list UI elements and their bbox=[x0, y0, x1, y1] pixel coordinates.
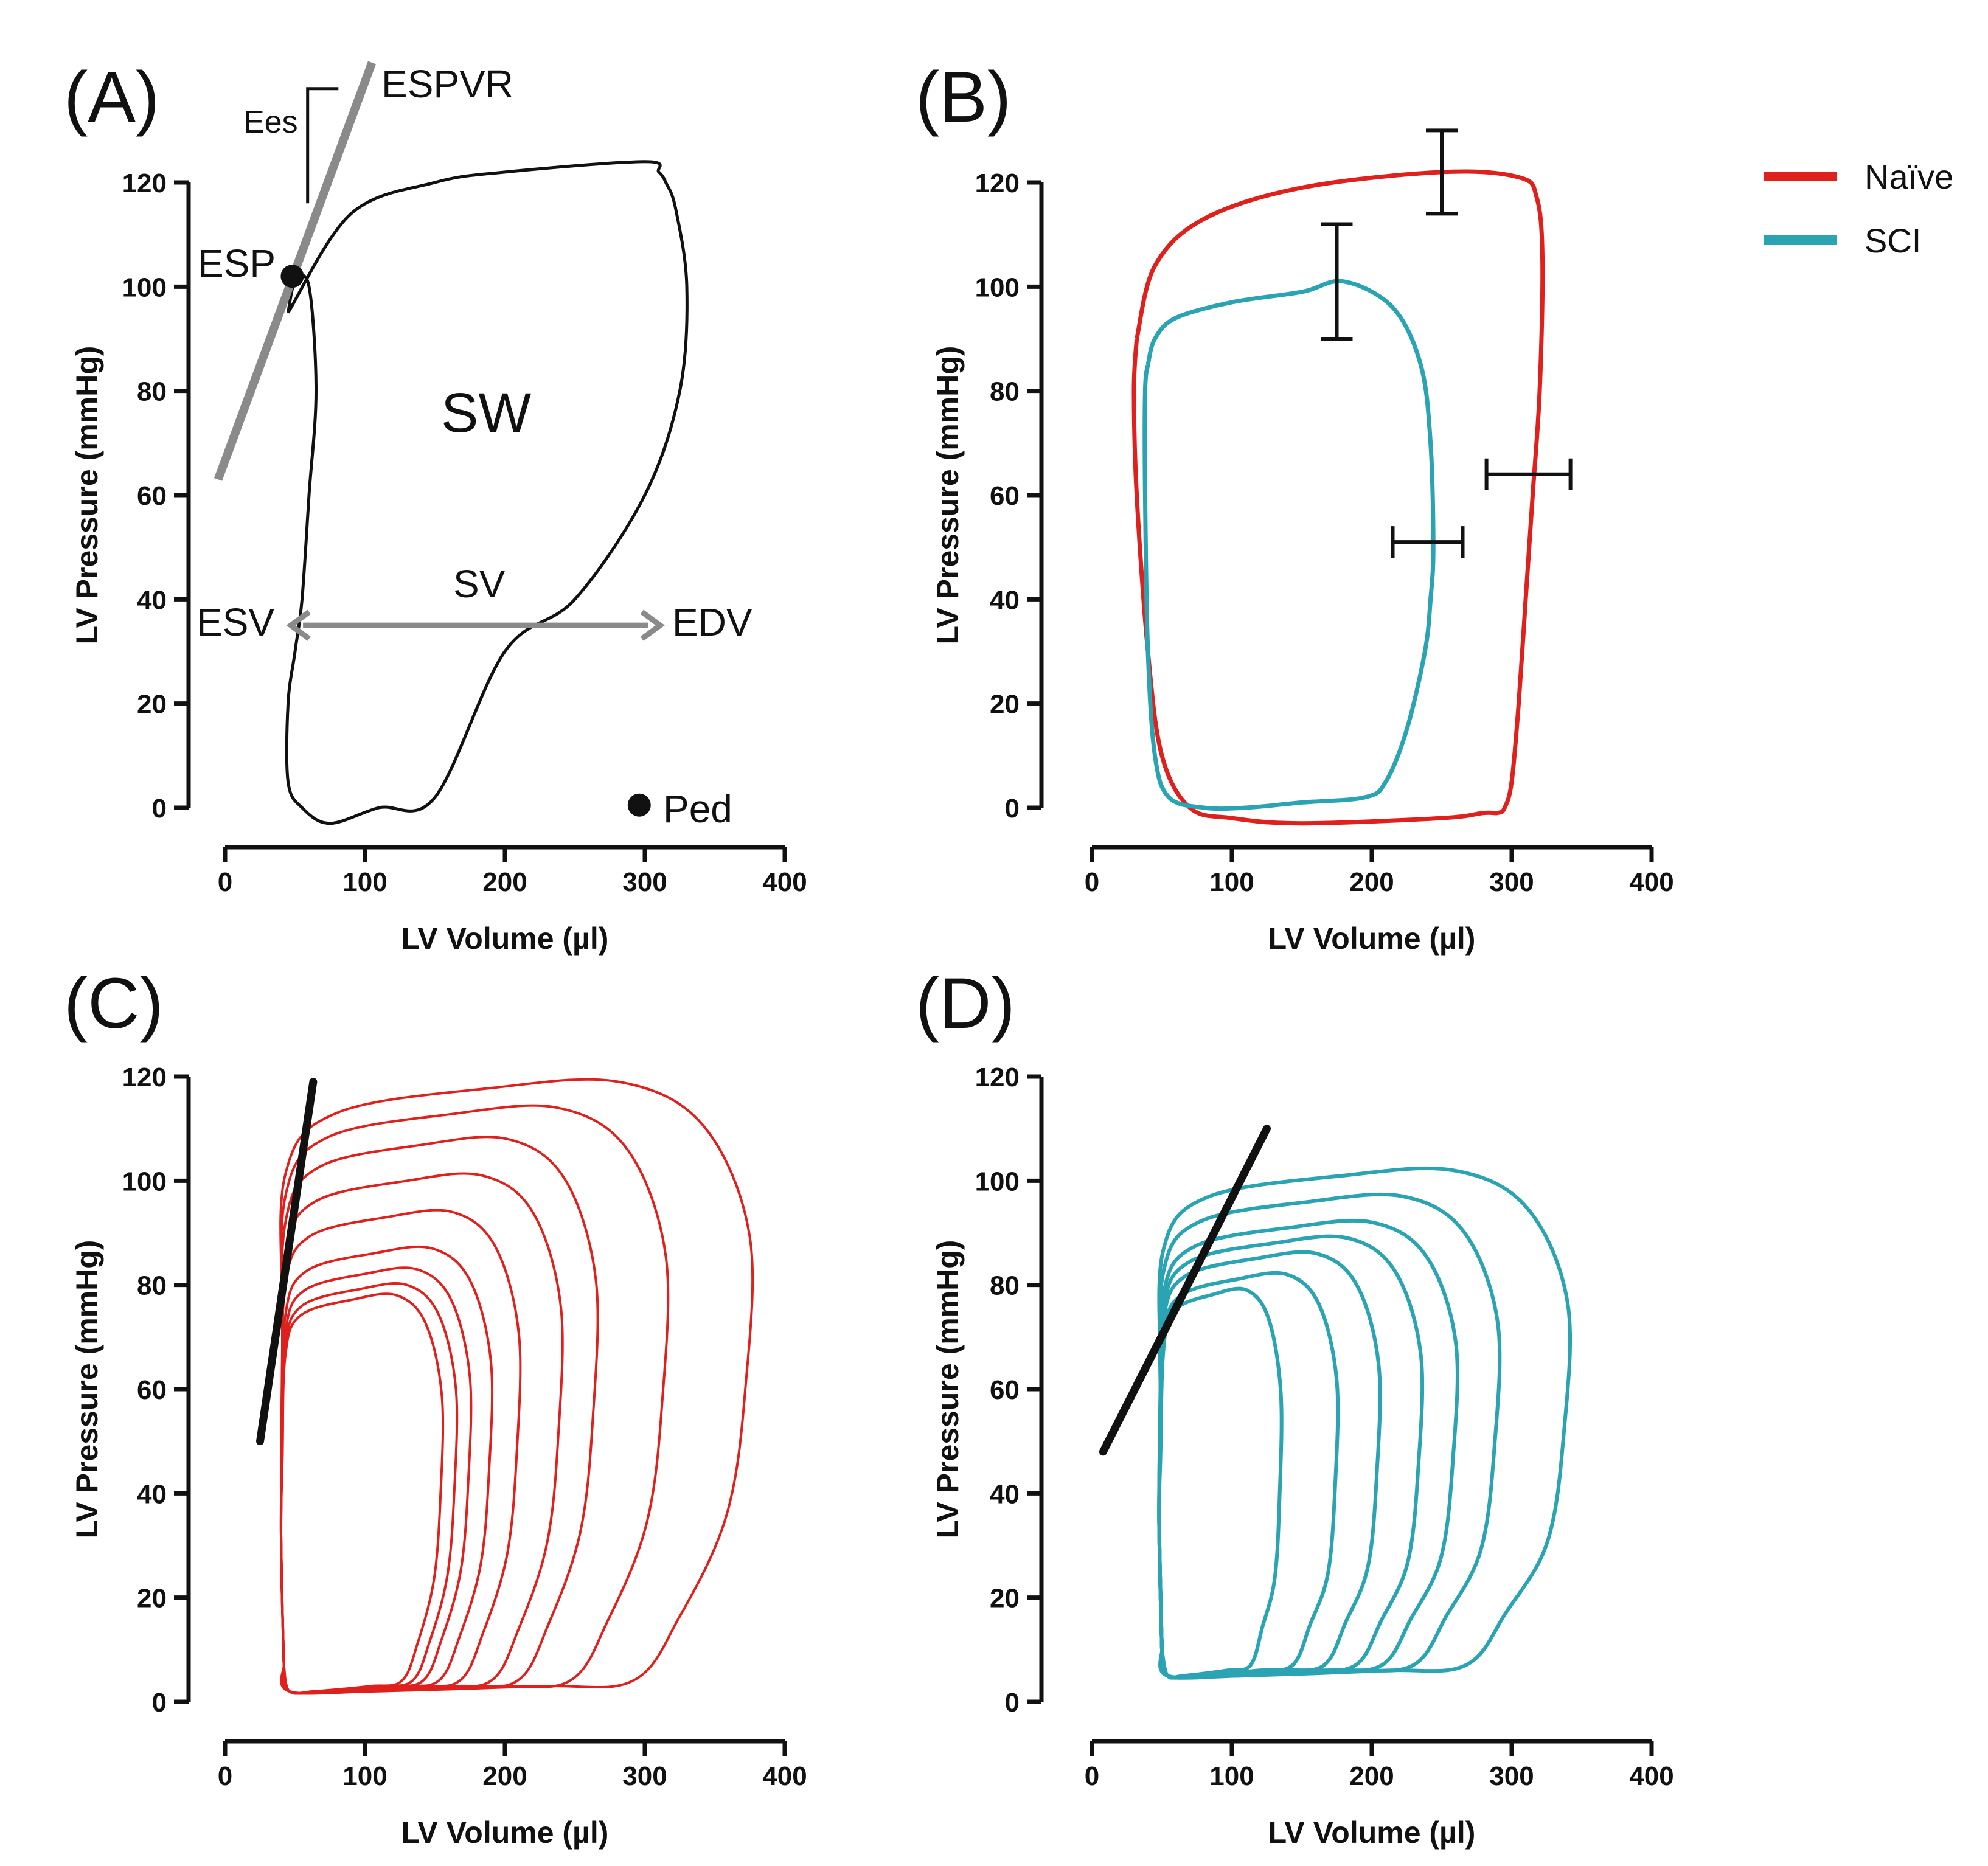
sw-label: SW bbox=[441, 382, 531, 444]
x-tick-label: 400 bbox=[762, 1761, 807, 1791]
x-tick-label: 100 bbox=[1209, 1761, 1254, 1791]
x-tick-label: 300 bbox=[1489, 1761, 1534, 1791]
espvr-line bbox=[256, 1078, 318, 1446]
x-tick-label: 300 bbox=[622, 1761, 667, 1791]
y-tick-label: 100 bbox=[975, 272, 1020, 302]
x-tick-label: 100 bbox=[1209, 867, 1254, 897]
ees-bracket bbox=[306, 87, 339, 204]
pv-loop bbox=[1157, 1234, 1425, 1680]
pv-loop bbox=[279, 1266, 473, 1695]
y-tick-label: 80 bbox=[137, 1271, 167, 1301]
x-axis-title: LV Volume (µl) bbox=[1268, 1816, 1476, 1850]
y-tick-label: 0 bbox=[1005, 1688, 1020, 1718]
x-tick-label: 0 bbox=[1085, 867, 1099, 897]
panel-label: (A) bbox=[64, 57, 159, 137]
pv-loop bbox=[285, 160, 689, 825]
legend: Naïve SCI bbox=[1764, 158, 1953, 260]
legend-label-sci: SCI bbox=[1865, 221, 1921, 260]
y-tick-label: 60 bbox=[137, 1375, 167, 1405]
pv-loop bbox=[279, 1245, 494, 1695]
y-tick-label: 20 bbox=[990, 690, 1020, 720]
esp-label: ESP bbox=[198, 241, 276, 285]
y-tick-label: 80 bbox=[990, 1271, 1020, 1301]
x-tick-label: 100 bbox=[342, 1761, 387, 1791]
y-tick-label: 20 bbox=[137, 1584, 167, 1614]
pv-loop bbox=[279, 1172, 564, 1695]
y-tick-label: 100 bbox=[122, 1167, 167, 1196]
pv-loop-nave bbox=[1131, 169, 1545, 826]
y-tick-label: 0 bbox=[1005, 794, 1020, 824]
y-tick-label: 0 bbox=[152, 794, 167, 824]
pv-loop bbox=[279, 1292, 445, 1695]
y-axis-title: LV Pressure (mmHg) bbox=[70, 346, 104, 645]
y-tick-label: 40 bbox=[990, 585, 1020, 615]
y-axis-title: LV Pressure (mmHg) bbox=[931, 1240, 965, 1539]
pv-loop-sci bbox=[1142, 279, 1436, 811]
y-tick-label: 20 bbox=[137, 690, 167, 720]
y-tick-label: 120 bbox=[122, 1063, 167, 1092]
x-tick-label: 200 bbox=[482, 1761, 527, 1791]
x-tick-label: 300 bbox=[622, 867, 667, 897]
y-tick-label: 60 bbox=[990, 481, 1020, 511]
y-tick-label: 80 bbox=[990, 377, 1020, 407]
x-tick-label: 400 bbox=[1629, 867, 1673, 897]
point-esp bbox=[280, 265, 304, 288]
sv-arrow-left-head bbox=[286, 609, 311, 641]
panel-b: (B) 0 20 40 60 80 100 120 0 100 200 300 400 LV Volume… bbox=[916, 57, 1674, 956]
y-tick-label: 120 bbox=[122, 168, 167, 198]
point-ped bbox=[627, 793, 651, 817]
x-axis-title: LV Volume (µl) bbox=[401, 921, 609, 956]
x-axis-title: LV Volume (µl) bbox=[401, 1816, 609, 1850]
pv-loop bbox=[279, 1078, 754, 1695]
x-tick-label: 400 bbox=[1629, 1761, 1673, 1791]
panel-c: (C) 0 20 40 60 80 100 120 0 100 200 300 400 LV Volume… bbox=[64, 963, 807, 1850]
x-tick-label: 200 bbox=[482, 867, 527, 897]
y-axis-title: LV Pressure (mmHg) bbox=[70, 1240, 104, 1539]
x-tick-label: 200 bbox=[1349, 1761, 1394, 1791]
edv-label: EDV bbox=[672, 600, 752, 644]
panel-label: (D) bbox=[916, 963, 1015, 1044]
y-tick-label: 20 bbox=[990, 1584, 1020, 1614]
sv-label: SV bbox=[453, 562, 506, 606]
legend-label-naive: Naïve bbox=[1865, 158, 1953, 196]
panel-a: (A) 0 20 40 60 80 100 120 0 100 200 300 400 LV Volume… bbox=[64, 57, 807, 956]
x-tick-label: 0 bbox=[1085, 1761, 1099, 1791]
y-tick-label: 40 bbox=[137, 585, 167, 615]
x-tick-label: 400 bbox=[762, 867, 807, 897]
y-tick-label: 120 bbox=[975, 1063, 1020, 1092]
pv-loop bbox=[279, 1282, 459, 1695]
y-tick-label: 100 bbox=[975, 1167, 1020, 1196]
x-axis-title: LV Volume (µl) bbox=[1268, 921, 1476, 956]
y-tick-label: 100 bbox=[122, 272, 167, 302]
pv-loop bbox=[1157, 1271, 1340, 1680]
ped-label: Ped bbox=[663, 787, 732, 831]
x-tick-label: 0 bbox=[218, 1761, 232, 1791]
pv-loop bbox=[1157, 1286, 1284, 1680]
x-tick-label: 0 bbox=[218, 867, 232, 897]
panel-label: (B) bbox=[916, 57, 1011, 137]
espvr-line bbox=[1099, 1125, 1271, 1456]
ees-label: Ees bbox=[243, 105, 298, 140]
y-tick-label: 0 bbox=[152, 1688, 167, 1718]
y-axis-title: LV Pressure (mmHg) bbox=[931, 346, 965, 645]
sv-arrow-right-head bbox=[640, 609, 665, 641]
x-tick-label: 300 bbox=[1489, 867, 1534, 897]
panel-label: (C) bbox=[64, 963, 164, 1044]
y-tick-label: 60 bbox=[137, 481, 167, 511]
y-tick-label: 40 bbox=[990, 1479, 1020, 1509]
x-tick-label: 200 bbox=[1349, 867, 1394, 897]
y-tick-label: 80 bbox=[137, 377, 167, 407]
y-tick-label: 120 bbox=[975, 168, 1020, 198]
x-tick-label: 100 bbox=[342, 867, 387, 897]
espvr-label: ESPVR bbox=[381, 62, 513, 106]
panel-d: (D) 0 20 40 60 80 100 120 0 100 200 300 400 LV Volume… bbox=[916, 963, 1674, 1850]
pv-loop bbox=[1157, 1250, 1382, 1680]
y-tick-label: 60 bbox=[990, 1375, 1020, 1405]
y-tick-label: 40 bbox=[137, 1479, 167, 1509]
esv-label: ESV bbox=[196, 600, 274, 644]
